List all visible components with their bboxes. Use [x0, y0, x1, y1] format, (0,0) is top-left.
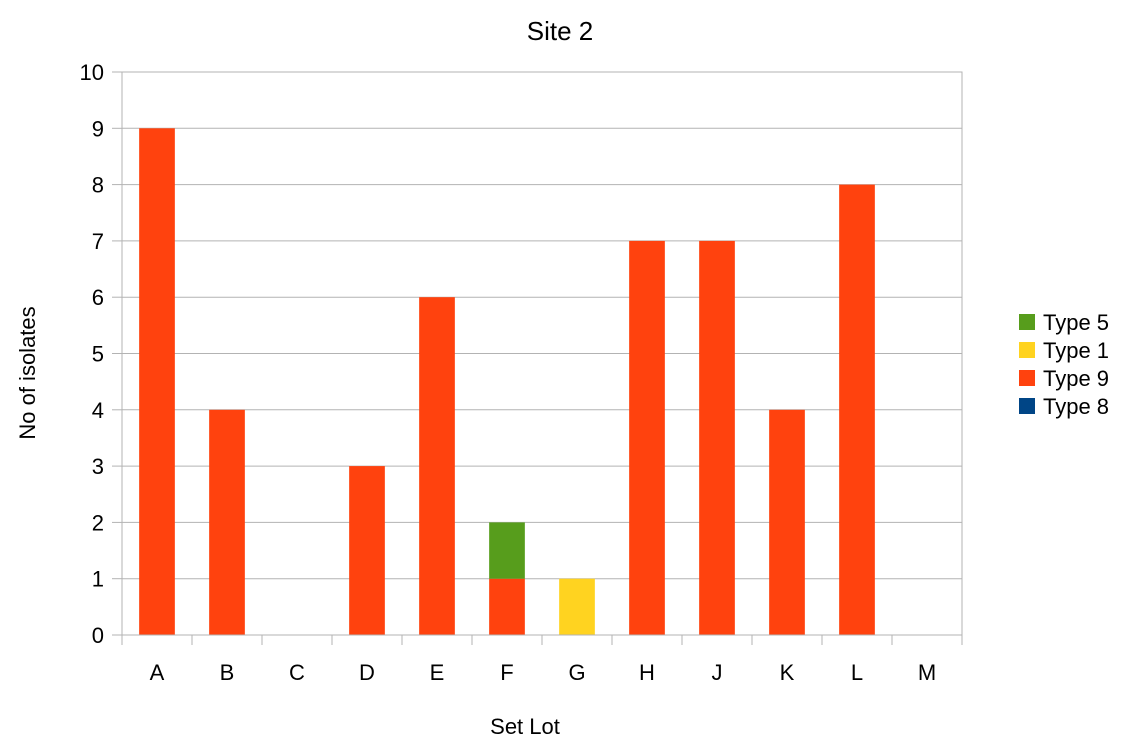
bar-J-type-9	[699, 240, 735, 635]
x-tick-label-J: J	[712, 660, 723, 685]
x-tick-label-G: G	[568, 660, 585, 685]
y-tick-label: 0	[92, 623, 104, 648]
y-tick-label: 8	[92, 173, 104, 198]
y-tick-label: 5	[92, 342, 104, 367]
legend-swatch-type-9	[1019, 370, 1035, 386]
axes: 0 1 2 3 4 5 6 7 8 9 10 A B C D E F G H J K L M	[80, 60, 963, 685]
legend: Type 5 Type 1 Type 9 Type 8	[1019, 310, 1109, 419]
gridlines	[122, 71, 962, 636]
x-axis-label: Set Lot	[490, 714, 560, 739]
x-tick-label-D: D	[359, 660, 375, 685]
legend-label-type-5: Type 5	[1043, 310, 1109, 335]
legend-label-type-8: Type 8	[1043, 394, 1109, 419]
legend-swatch-type-1	[1019, 342, 1035, 358]
y-tick-label: 9	[92, 116, 104, 141]
bar-G-type-1	[559, 578, 595, 635]
bar-D-type-9	[349, 466, 385, 635]
x-tick-label-M: M	[918, 660, 936, 685]
x-tick-label-E: E	[430, 660, 445, 685]
x-tick-label-B: B	[220, 660, 235, 685]
y-tick-label: 3	[92, 454, 104, 479]
x-tick-label-F: F	[500, 660, 513, 685]
x-tick-label-H: H	[639, 660, 655, 685]
bar-A-type-9	[139, 128, 175, 636]
bar-L-type-9	[839, 184, 875, 635]
x-tick-label-L: L	[851, 660, 863, 685]
legend-label-type-1: Type 1	[1043, 338, 1109, 363]
x-tick-label-K: K	[780, 660, 795, 685]
chart-title: Site 2	[527, 16, 594, 46]
x-tick-label-C: C	[289, 660, 305, 685]
y-tick-label: 4	[92, 398, 104, 423]
bar-E-type-9	[419, 297, 455, 635]
y-tick-label: 1	[92, 567, 104, 592]
y-tick-label: 2	[92, 510, 104, 535]
bars	[139, 128, 875, 636]
bar-F-type-9	[489, 578, 525, 635]
legend-label-type-9: Type 9	[1043, 366, 1109, 391]
y-tick-label: 7	[92, 229, 104, 254]
x-tick-label-A: A	[150, 660, 165, 685]
legend-swatch-type-5	[1019, 314, 1035, 330]
bar-K-type-9	[769, 409, 805, 635]
y-tick-label: 6	[92, 285, 104, 310]
bar-B-type-9	[209, 409, 245, 635]
bar-F-type-5	[489, 522, 525, 579]
bar-H-type-9	[629, 240, 665, 635]
y-tick-label: 10	[80, 60, 104, 85]
y-axis-label: No of isolates	[15, 306, 40, 439]
legend-swatch-type-8	[1019, 398, 1035, 414]
